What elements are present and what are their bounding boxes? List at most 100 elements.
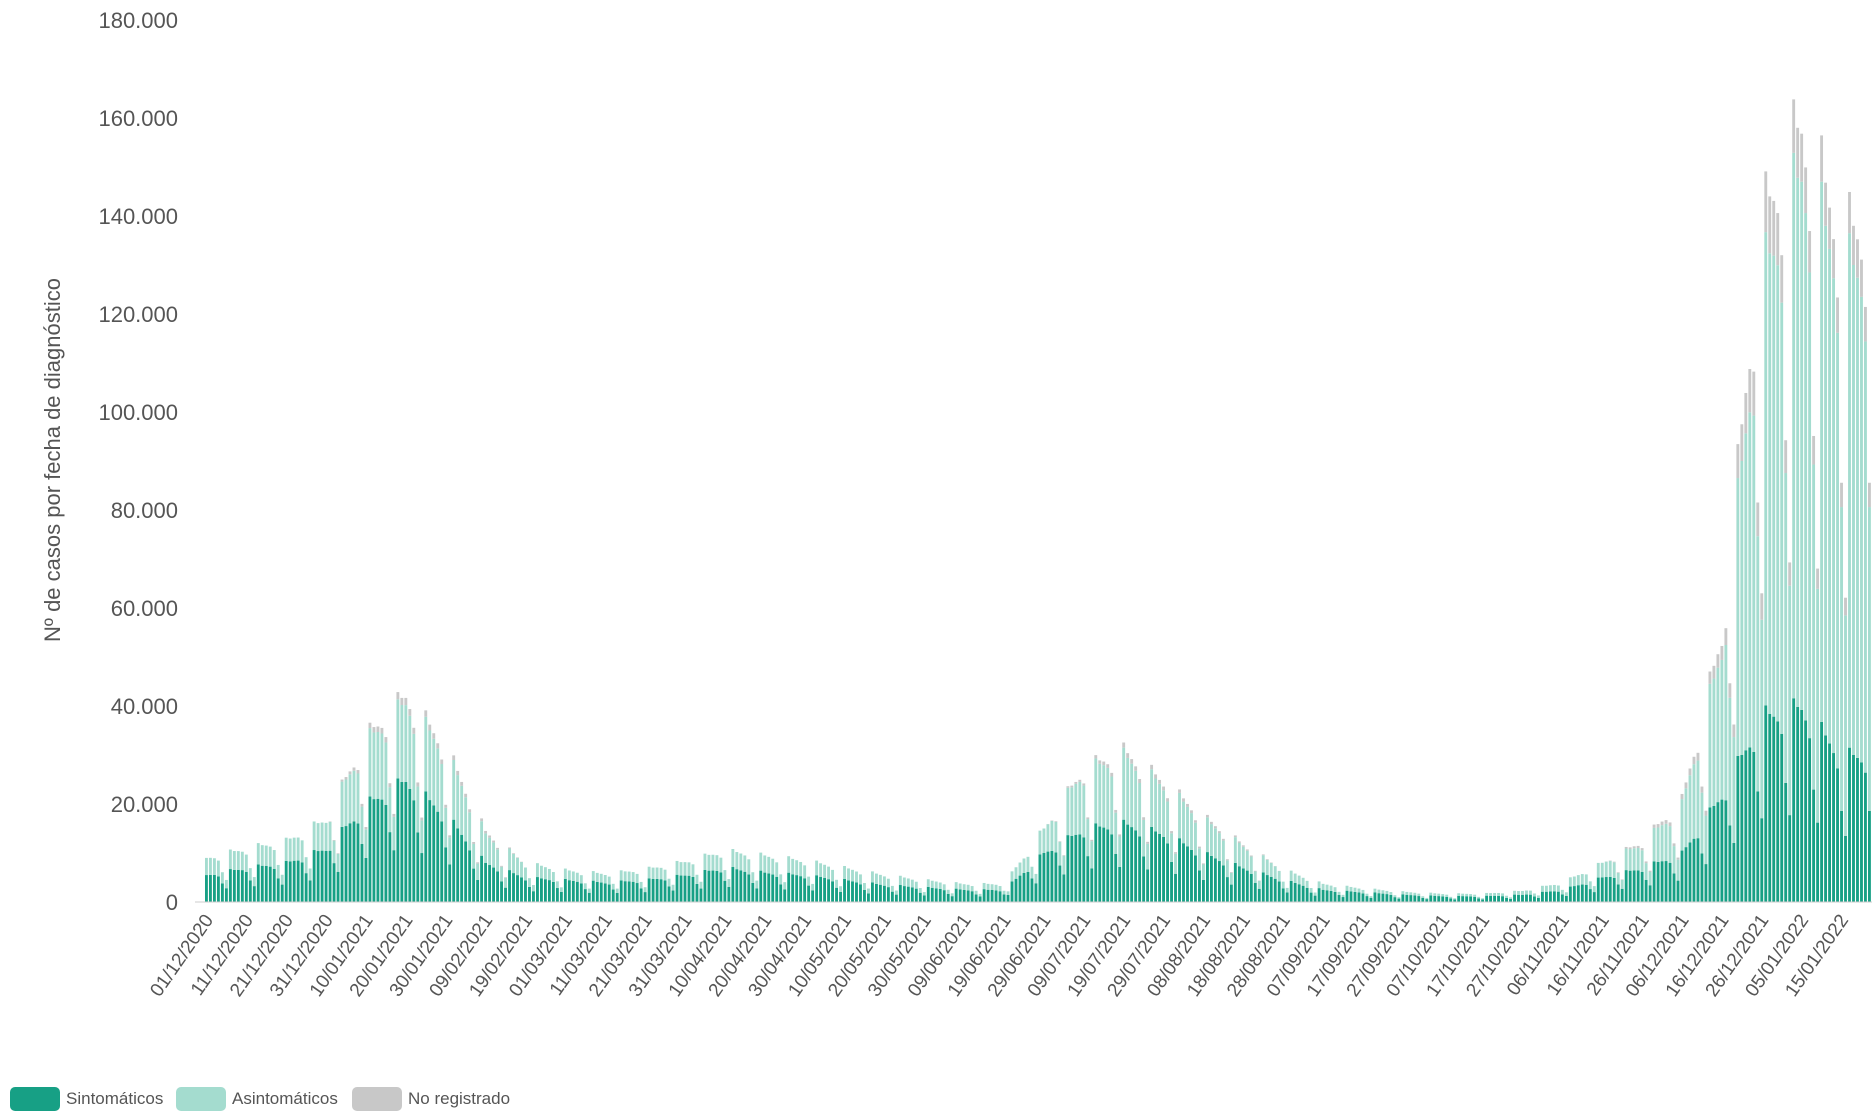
- bar-sintomaticos: [843, 878, 846, 902]
- bar-asintomaticos: [1501, 893, 1504, 897]
- bar-asintomaticos: [711, 854, 715, 871]
- bar-asintomaticos: [1385, 890, 1389, 895]
- bar-asintomaticos: [1357, 888, 1361, 893]
- bar-asintomaticos: [1429, 892, 1433, 896]
- bar-asintomaticos: [1756, 536, 1760, 792]
- bar-asintomaticos: [1030, 866, 1034, 879]
- bar-sintomaticos: [1162, 836, 1165, 902]
- bar-sintomaticos: [1840, 810, 1843, 902]
- bar-asintomaticos: [1277, 871, 1281, 882]
- bar-asintomaticos: [1552, 884, 1556, 892]
- bar-asintomaticos: [412, 733, 416, 801]
- bar-asintomaticos: [1345, 885, 1349, 891]
- bar-asintomaticos: [871, 871, 874, 883]
- bar-sintomaticos: [1505, 897, 1508, 902]
- bar-asintomaticos: [1194, 822, 1197, 856]
- bar-asintomaticos: [1074, 783, 1078, 835]
- bar-asintomaticos: [703, 853, 707, 870]
- bar-sintomaticos: [1768, 713, 1772, 902]
- bar-sintomaticos: [1788, 815, 1792, 902]
- bar-asintomaticos: [1038, 830, 1042, 855]
- bar-asintomaticos: [918, 888, 922, 893]
- bar-asintomaticos: [1668, 826, 1672, 863]
- bar-sintomaticos: [1856, 757, 1859, 902]
- bar-asintomaticos: [695, 874, 699, 884]
- bar-sintomaticos: [1233, 862, 1237, 902]
- bar-asintomaticos: [1792, 152, 1796, 699]
- bar-no_registrado: [1816, 568, 1820, 589]
- bar-sintomaticos: [1772, 716, 1776, 902]
- bar-no_registrado: [472, 842, 476, 844]
- bar-asintomaticos: [1229, 873, 1233, 885]
- bar-asintomaticos: [1788, 585, 1792, 816]
- bar-sintomaticos: [994, 890, 998, 902]
- bar-asintomaticos: [1656, 827, 1660, 862]
- bar-sintomaticos: [1038, 854, 1042, 902]
- bar-asintomaticos: [831, 869, 834, 882]
- bar-sintomaticos: [1592, 892, 1596, 902]
- bar-sintomaticos: [575, 881, 579, 902]
- bar-asintomaticos: [472, 843, 476, 869]
- bar-asintomaticos: [384, 742, 388, 805]
- bar-sintomaticos: [767, 873, 771, 902]
- bar-sintomaticos: [1540, 891, 1544, 902]
- bar-sintomaticos: [655, 878, 659, 902]
- bar-sintomaticos: [540, 878, 543, 902]
- bar-asintomaticos: [1624, 848, 1628, 871]
- bar-asintomaticos: [902, 877, 906, 887]
- bar-sintomaticos: [1708, 807, 1712, 902]
- bar-sintomaticos: [1026, 871, 1030, 902]
- bar-sintomaticos: [1321, 889, 1325, 902]
- bar-sintomaticos: [1485, 895, 1489, 902]
- bar-no_registrado: [1644, 861, 1648, 864]
- bar-asintomaticos: [815, 860, 819, 876]
- bar-sintomaticos: [1664, 861, 1668, 902]
- bar-sintomaticos: [719, 872, 723, 902]
- bar-asintomaticos: [1409, 892, 1413, 896]
- bar-asintomaticos: [579, 875, 583, 884]
- bar-sintomaticos: [958, 889, 962, 902]
- bar-sintomaticos: [1281, 888, 1285, 902]
- bar-asintomaticos: [1556, 885, 1560, 892]
- bar-sintomaticos: [348, 823, 352, 902]
- bar-asintomaticos: [751, 872, 755, 883]
- bar-asintomaticos: [687, 862, 691, 876]
- bar-sintomaticos: [500, 881, 503, 902]
- bar-sintomaticos: [934, 888, 938, 902]
- bar-asintomaticos: [1297, 875, 1301, 885]
- bar-sintomaticos: [1680, 850, 1684, 902]
- bar-asintomaticos: [344, 779, 348, 827]
- bar-no_registrado: [1820, 135, 1824, 182]
- bar-asintomaticos: [1325, 884, 1329, 891]
- bar-asintomaticos: [567, 870, 571, 881]
- bar-asintomaticos: [851, 869, 854, 882]
- bar-sintomaticos: [599, 882, 603, 902]
- bar-asintomaticos: [938, 882, 942, 889]
- bar-sintomaticos: [1736, 755, 1740, 902]
- bar-sintomaticos: [890, 891, 894, 902]
- bar-sintomaticos: [1345, 890, 1349, 902]
- bar-asintomaticos: [1680, 799, 1684, 851]
- bar-sintomaticos: [1393, 897, 1397, 902]
- bar-sintomaticos: [559, 891, 563, 902]
- bar-sintomaticos: [1824, 735, 1828, 902]
- bar-asintomaticos: [252, 877, 256, 887]
- bar-sintomaticos: [855, 882, 858, 902]
- bar-asintomaticos: [643, 887, 647, 893]
- bar-sintomaticos: [304, 873, 308, 902]
- y-tick-label: 60.000: [111, 596, 178, 621]
- bar-sintomaticos: [1796, 706, 1800, 902]
- bar-no_registrado: [1158, 779, 1162, 784]
- bar-asintomaticos: [1776, 265, 1780, 722]
- bar-sintomaticos: [1273, 878, 1277, 902]
- bar-asintomaticos: [248, 868, 252, 881]
- bar-sintomaticos: [252, 886, 256, 902]
- bar-sintomaticos: [205, 875, 208, 902]
- bar-sintomaticos: [1389, 894, 1393, 902]
- bar-sintomaticos: [731, 867, 735, 902]
- bar-asintomaticos: [946, 889, 950, 894]
- bar-no_registrado: [1194, 820, 1197, 823]
- bar-asintomaticos: [1608, 861, 1612, 877]
- bar-asintomaticos: [783, 882, 787, 890]
- bar-sintomaticos: [1572, 886, 1576, 902]
